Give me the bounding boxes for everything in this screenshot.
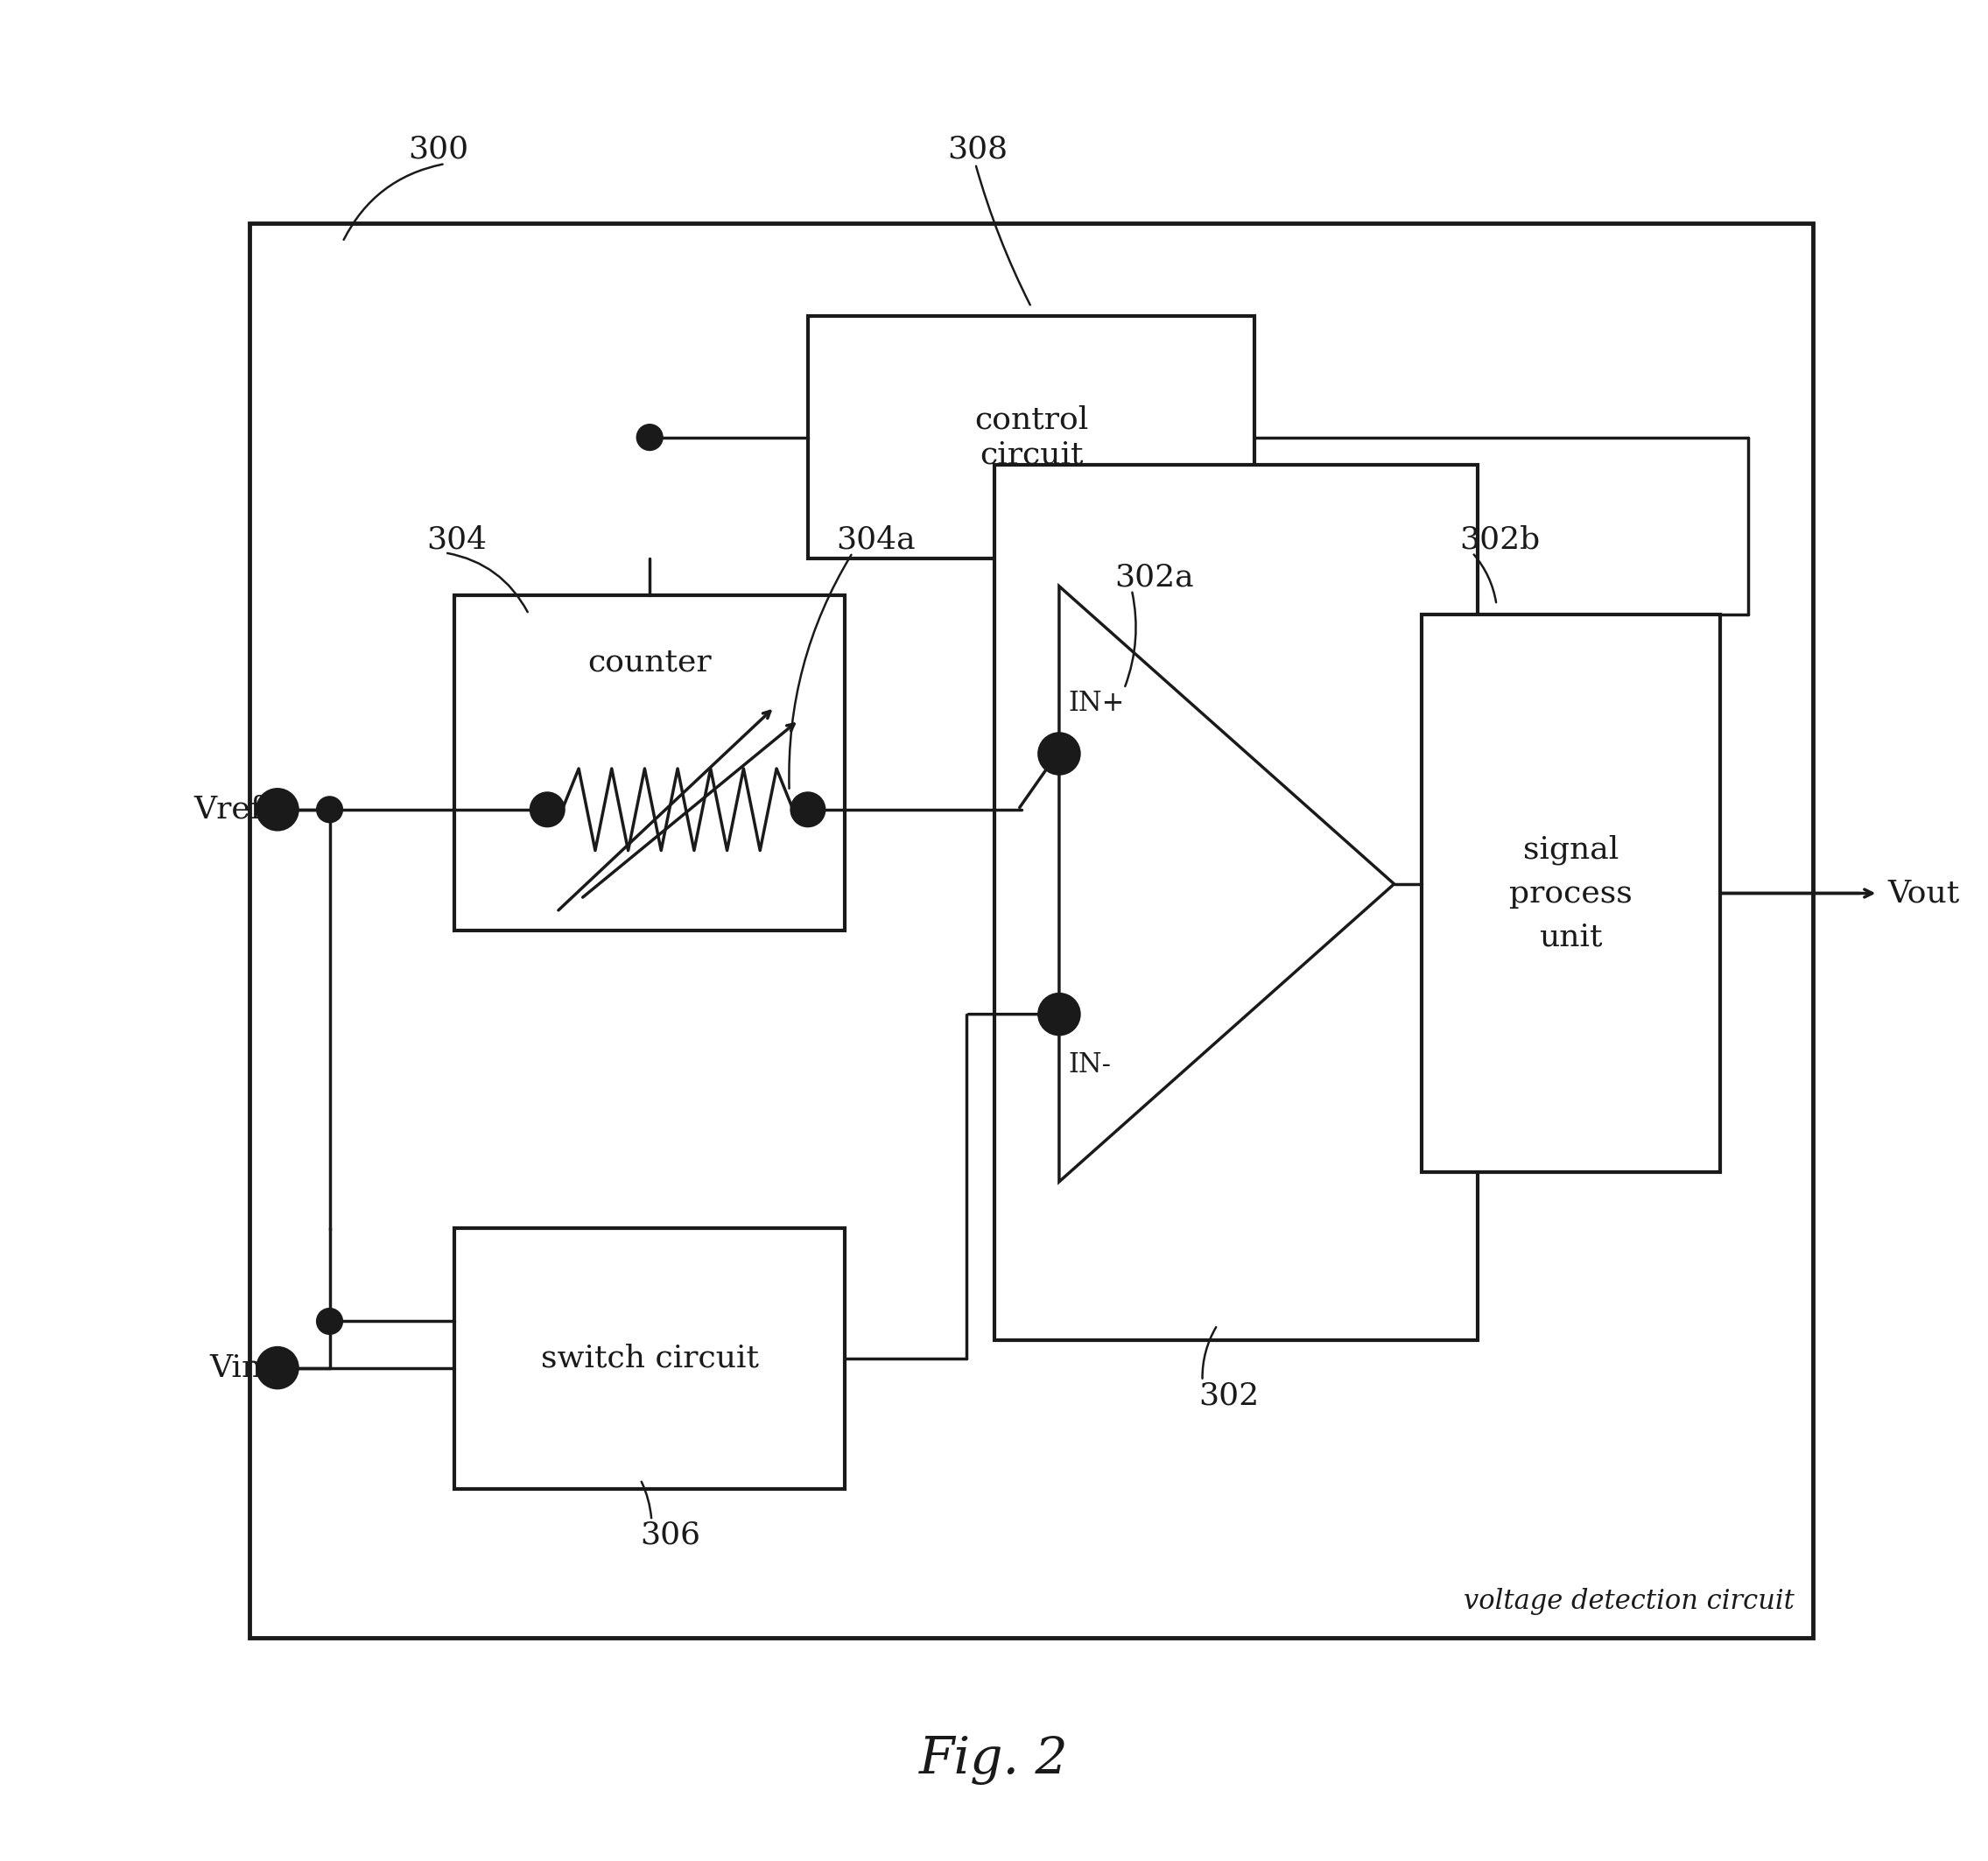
- Circle shape: [636, 424, 662, 450]
- Circle shape: [531, 793, 565, 826]
- Circle shape: [791, 793, 825, 826]
- Text: IN+: IN+: [1068, 689, 1125, 716]
- Text: Vref: Vref: [195, 795, 262, 824]
- Text: IN-: IN-: [1068, 1051, 1111, 1079]
- Bar: [807, 316, 1254, 558]
- Text: switch circuit: switch circuit: [541, 1344, 759, 1373]
- Text: 304a: 304a: [835, 525, 914, 555]
- Text: signal
process
unit: signal process unit: [1509, 834, 1632, 953]
- Text: 302b: 302b: [1459, 525, 1541, 555]
- Text: 302a: 302a: [1115, 562, 1195, 592]
- Circle shape: [256, 789, 298, 830]
- Text: voltage detection circuit: voltage detection circuit: [1463, 1587, 1795, 1615]
- Text: Vout: Vout: [1887, 878, 1960, 908]
- Text: 306: 306: [640, 1520, 702, 1550]
- Text: Vin: Vin: [211, 1353, 262, 1383]
- Bar: [250, 223, 1813, 1638]
- Bar: [455, 1228, 845, 1489]
- Text: 308: 308: [948, 134, 1008, 164]
- Text: counter: counter: [588, 648, 712, 677]
- Circle shape: [1038, 994, 1079, 1035]
- Text: 300: 300: [408, 134, 469, 164]
- Text: 304: 304: [425, 525, 487, 555]
- Text: control
circuit: control circuit: [974, 406, 1087, 469]
- Circle shape: [1038, 733, 1079, 774]
- Text: 302: 302: [1199, 1381, 1258, 1411]
- Circle shape: [316, 1308, 342, 1334]
- Bar: [455, 596, 845, 930]
- Text: Fig. 2: Fig. 2: [918, 1736, 1070, 1785]
- Circle shape: [256, 1347, 298, 1388]
- Bar: [994, 465, 1477, 1340]
- Bar: [1421, 614, 1720, 1172]
- Circle shape: [316, 797, 342, 823]
